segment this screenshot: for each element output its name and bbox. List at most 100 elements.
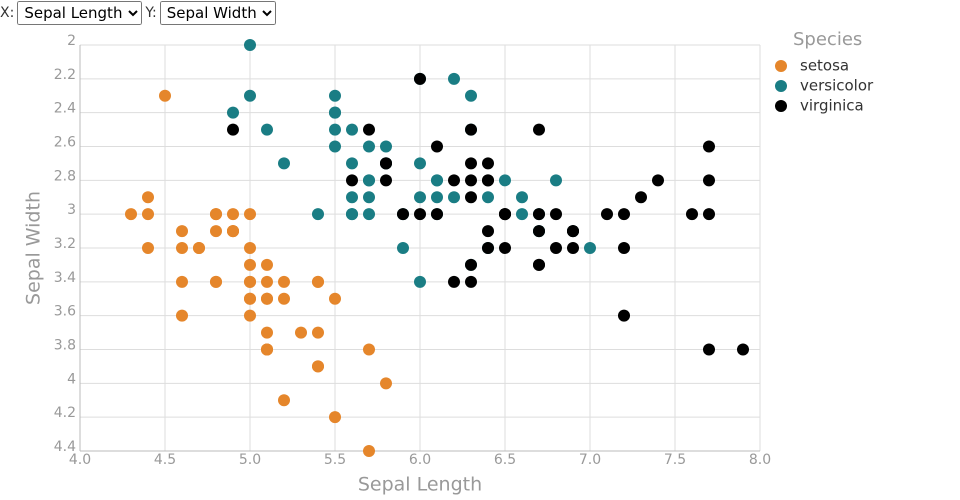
point	[397, 242, 409, 254]
point	[295, 326, 307, 339]
point	[397, 208, 409, 221]
point	[278, 157, 290, 170]
point	[567, 225, 579, 238]
point	[448, 72, 460, 85]
point	[482, 191, 494, 204]
point	[210, 225, 222, 238]
point	[278, 292, 290, 305]
point	[193, 242, 205, 254]
point	[516, 208, 528, 221]
y-select[interactable]: Sepal Width	[159, 1, 276, 25]
point	[380, 140, 392, 153]
y-tick-label: 4	[67, 371, 76, 387]
y-tick-label: 3.4	[54, 270, 76, 286]
point	[244, 309, 256, 322]
point	[210, 275, 222, 288]
x-tick-label: 8.0	[749, 452, 771, 468]
point	[312, 208, 324, 221]
x-tick-label: 7.0	[579, 452, 601, 468]
point	[431, 208, 443, 221]
point	[244, 292, 256, 305]
point	[499, 174, 511, 187]
y-label: Y:	[145, 5, 157, 21]
point	[363, 208, 375, 221]
point	[550, 242, 562, 254]
point	[244, 208, 256, 221]
point	[618, 208, 630, 221]
point	[431, 174, 443, 187]
point	[176, 225, 188, 238]
point	[550, 174, 562, 187]
point	[465, 258, 477, 271]
point	[261, 292, 273, 305]
point	[482, 174, 494, 187]
point	[499, 208, 511, 221]
point	[414, 157, 426, 170]
legend-label: setosa	[800, 57, 849, 75]
x-select[interactable]: Sepal Length	[17, 1, 143, 25]
point	[125, 208, 137, 221]
point	[176, 242, 188, 254]
point	[499, 242, 511, 254]
point	[465, 174, 477, 187]
point	[261, 258, 273, 271]
point	[465, 157, 477, 170]
legend-swatch	[775, 80, 787, 92]
point	[533, 123, 545, 136]
point	[159, 89, 171, 102]
y-tick-label: 2	[67, 33, 76, 49]
point	[601, 208, 613, 221]
x-tick-label: 7.5	[664, 452, 686, 468]
legend-label: versicolor	[800, 77, 874, 95]
y-tick-label: 2.6	[54, 135, 76, 151]
point	[312, 275, 324, 288]
point	[414, 208, 426, 221]
y-tick-label: 2.4	[54, 101, 76, 117]
point	[482, 225, 494, 238]
point	[686, 208, 698, 221]
point	[278, 275, 290, 288]
y-tick-label: 4.2	[54, 405, 76, 421]
controls: X: Sepal Length Y: Sepal Width	[0, 1, 276, 25]
point	[703, 343, 715, 356]
point	[244, 275, 256, 288]
y-axis-title: Sepal Width	[23, 191, 45, 305]
point	[380, 174, 392, 187]
point	[482, 242, 494, 254]
x-tick-label: 5.5	[324, 452, 346, 468]
point	[414, 191, 426, 204]
point	[363, 140, 375, 153]
point	[652, 174, 664, 187]
point	[244, 39, 256, 51]
point	[380, 377, 392, 390]
point	[329, 140, 341, 153]
point	[329, 89, 341, 102]
point	[465, 191, 477, 204]
y-tick-label: 3.2	[54, 236, 76, 252]
x-tick-label: 6.0	[409, 452, 431, 468]
point	[142, 208, 154, 221]
point	[346, 174, 358, 187]
point	[703, 208, 715, 221]
point	[465, 89, 477, 102]
point	[550, 208, 562, 221]
point	[533, 208, 545, 221]
point	[346, 191, 358, 204]
y-tick-label: 2.2	[54, 67, 76, 83]
point	[533, 258, 545, 271]
point	[737, 343, 749, 356]
point	[465, 123, 477, 136]
point	[703, 174, 715, 187]
point	[346, 157, 358, 170]
point	[465, 275, 477, 288]
y-tick-label: 3.8	[54, 338, 76, 354]
point	[227, 123, 239, 136]
legend-title: Species	[793, 29, 862, 50]
point	[703, 140, 715, 153]
point	[363, 445, 375, 457]
point	[618, 309, 630, 322]
x-label: X:	[0, 5, 15, 21]
point	[261, 123, 273, 136]
point	[261, 326, 273, 339]
point	[278, 394, 290, 407]
